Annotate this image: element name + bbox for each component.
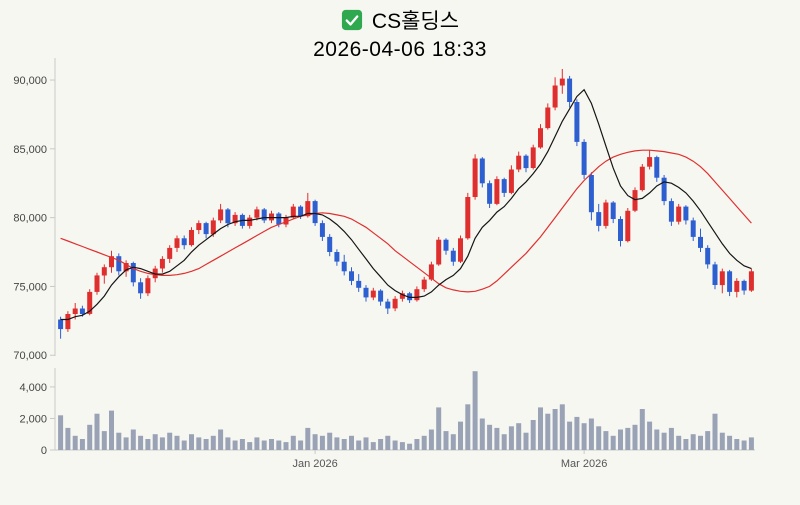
- stock-title: CS홀딩스: [371, 10, 460, 33]
- price-y-axis: 70,000 75,000 80,000 85,000 90,000: [13, 58, 56, 362]
- svg-text:4,000: 4,000: [19, 382, 47, 394]
- candlestick-chart-svg: 70,000 75,000 80,000 85,000 90,000 0 2,000 4,00…: [13, 58, 755, 470]
- svg-text:Mar 2026: Mar 2026: [561, 458, 607, 470]
- svg-text:85,000: 85,000: [13, 144, 47, 156]
- title-line: CS홀딩스: [341, 5, 459, 35]
- svg-text:90,000: 90,000: [13, 75, 47, 87]
- svg-text:80,000: 80,000: [13, 213, 47, 225]
- svg-text:75,000: 75,000: [13, 281, 47, 293]
- datetime-subtitle: 2026-04-06 18:33: [313, 38, 487, 61]
- candles: [58, 69, 754, 339]
- svg-text:Jan 2026: Jan 2026: [292, 458, 337, 470]
- check-icon: [341, 9, 363, 31]
- svg-text:2,000: 2,000: [19, 413, 47, 425]
- svg-text:0: 0: [41, 445, 47, 457]
- svg-text:70,000: 70,000: [13, 350, 47, 362]
- ma-long-line: [60, 149, 752, 293]
- ma-short-line: [60, 88, 752, 321]
- x-axis: Jan 2026 Mar 2026: [292, 450, 607, 470]
- chart-header: CS홀딩스 2026-04-06 18:33: [0, 0, 800, 61]
- candlestick-chart: 70,000 75,000 80,000 85,000 90,000 0 2,000 4,00…: [0, 58, 800, 500]
- volume-bars: [58, 371, 754, 450]
